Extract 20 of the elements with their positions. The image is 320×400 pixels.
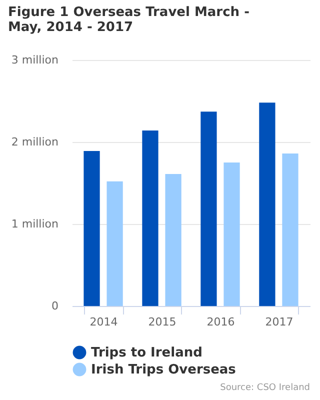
bar — [282, 153, 298, 306]
y-tick-label: 3 million — [11, 54, 59, 66]
bar — [259, 102, 276, 306]
bar — [165, 174, 182, 306]
bar — [200, 112, 217, 306]
bar — [224, 162, 240, 306]
bar — [142, 130, 158, 306]
legend-label: Trips to Ireland — [91, 346, 202, 360]
x-tick-label: 2017 — [265, 316, 294, 328]
bar — [84, 151, 100, 306]
y-tick-label: 0 — [52, 300, 58, 312]
legend-label: Irish Trips Overseas — [91, 362, 236, 378]
x-tick-label: 2016 — [206, 316, 235, 328]
chart-title: Figure 1 Overseas Travel March - May, 2014 - 2017 — [8, 5, 250, 35]
bar — [106, 181, 123, 306]
x-tick-label: 2015 — [148, 316, 176, 328]
y-tick-label: 1 million — [11, 218, 59, 230]
x-tick-label: 2014 — [90, 316, 118, 328]
source-note: Source: CSO Ireland — [220, 383, 310, 393]
y-tick-label: 2 million — [11, 136, 59, 148]
